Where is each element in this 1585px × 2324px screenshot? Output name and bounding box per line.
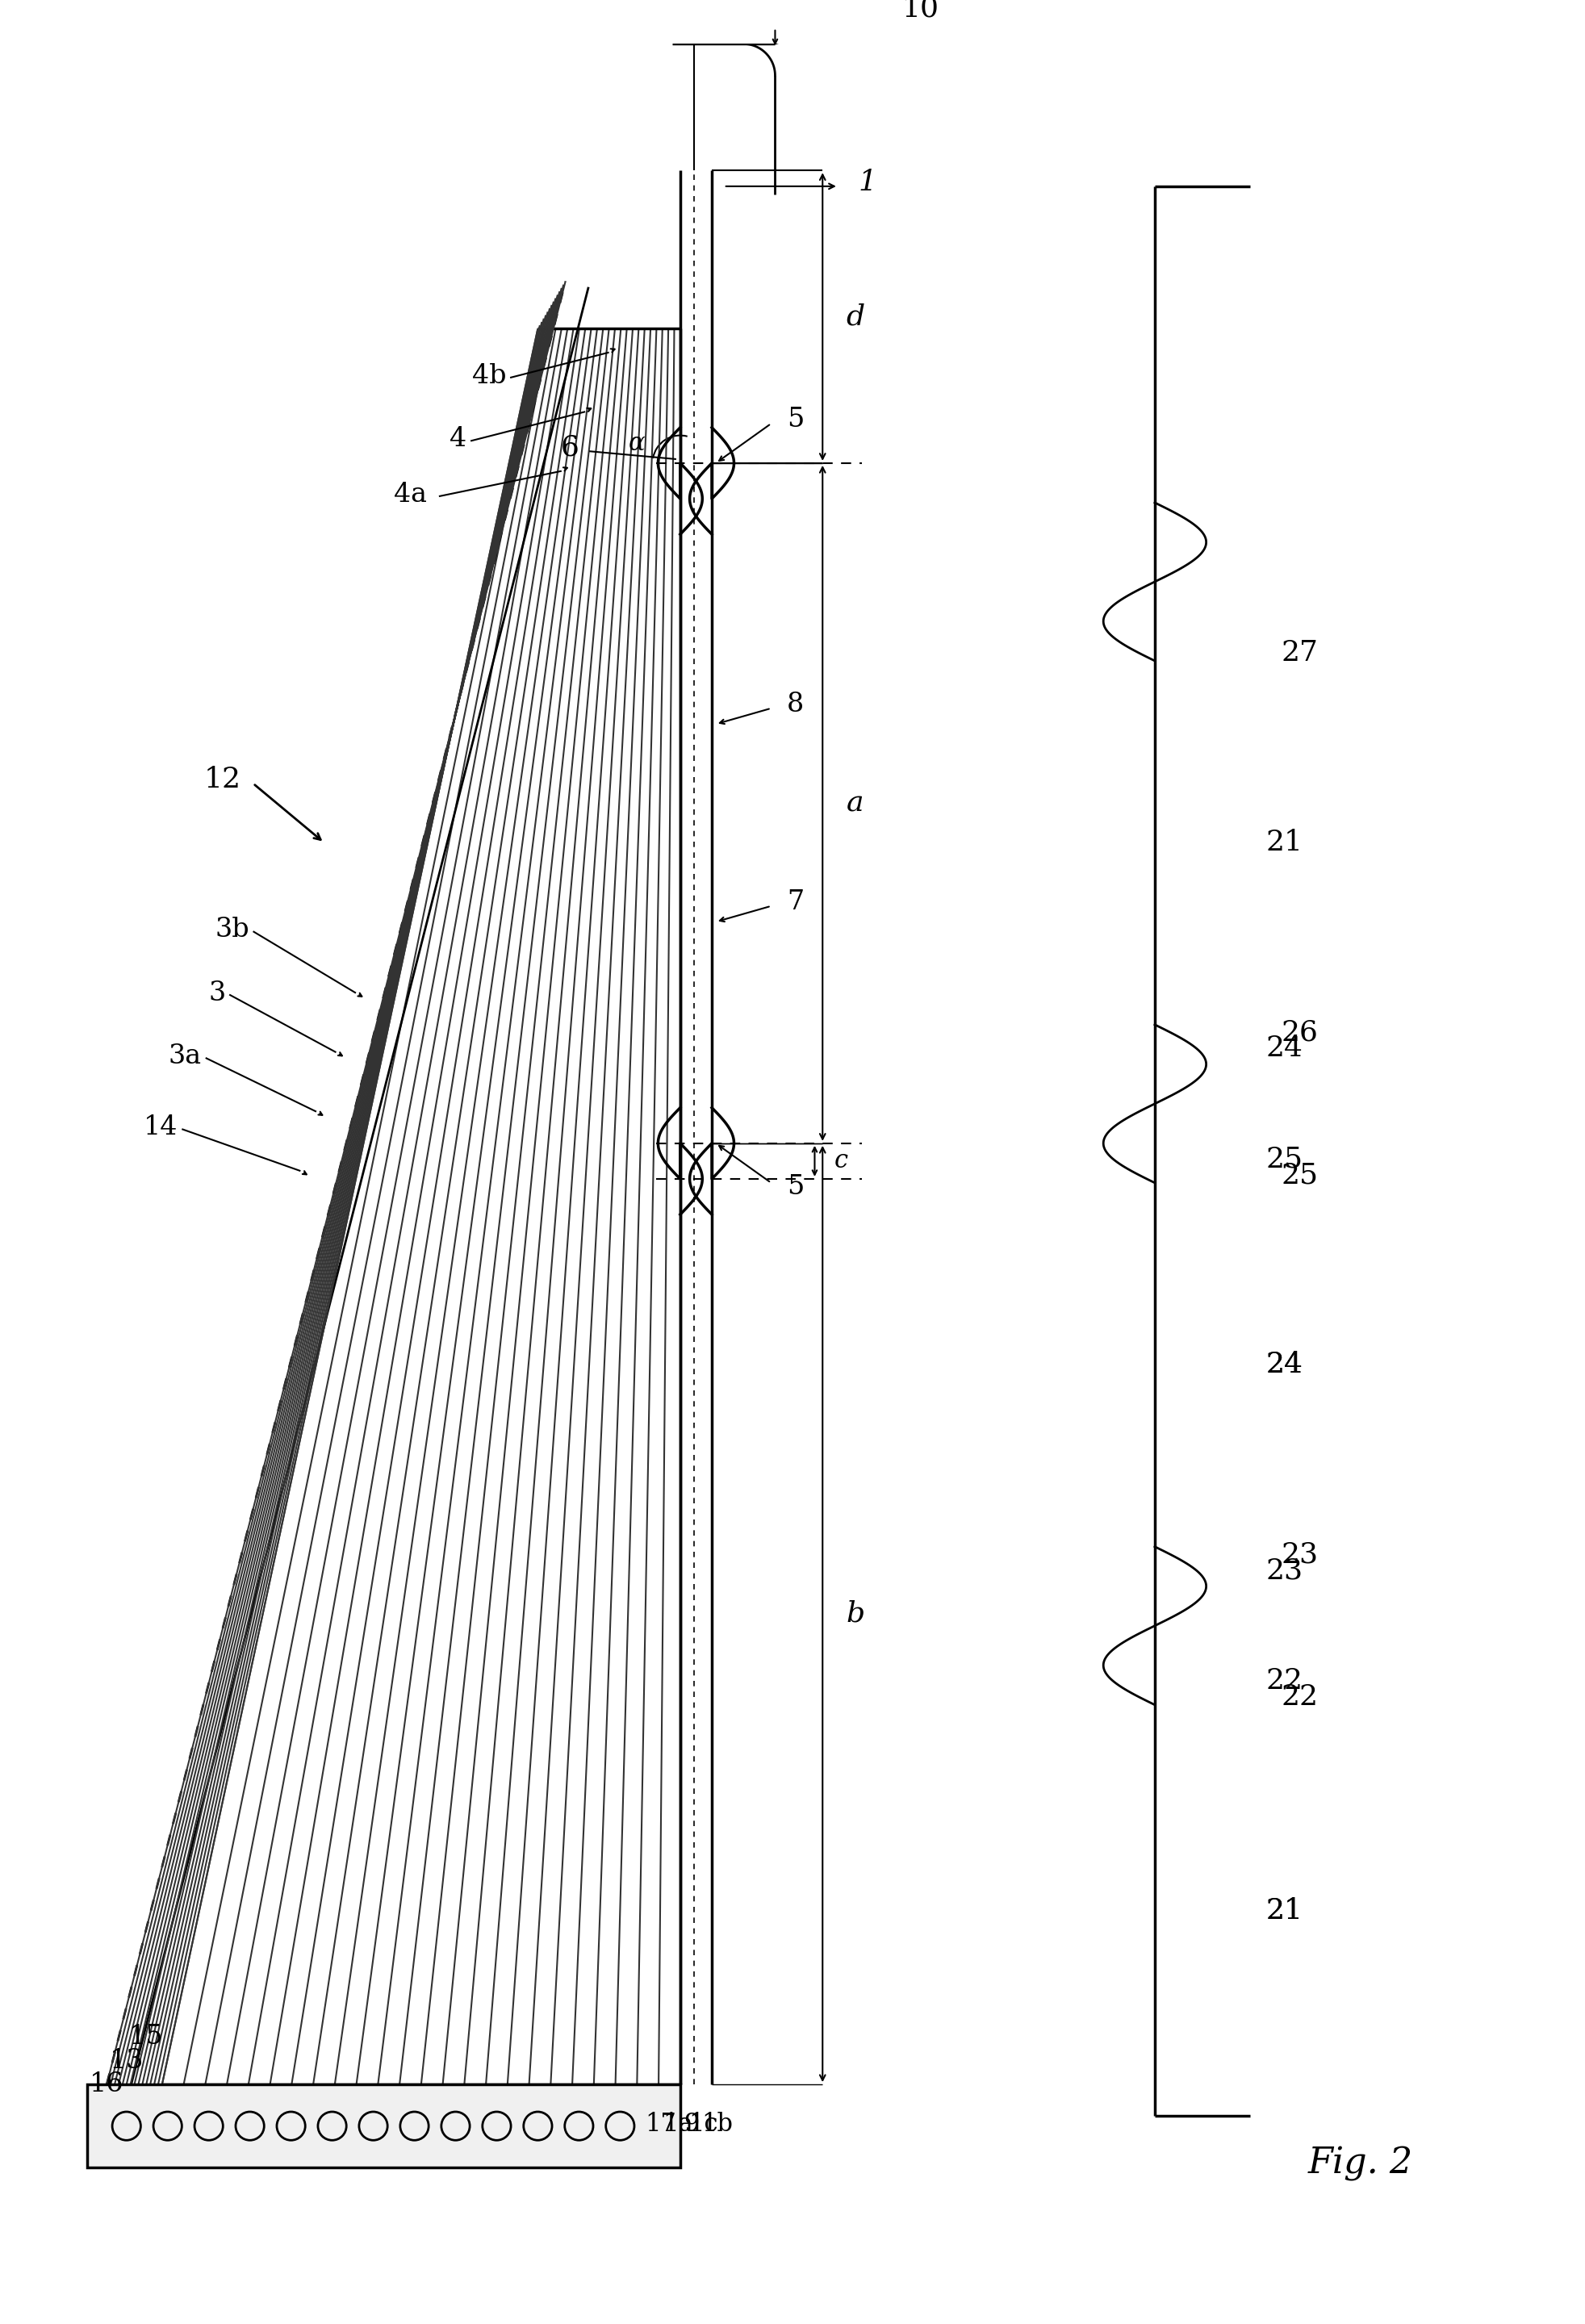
Text: 8: 8 [786, 693, 804, 718]
Text: 27: 27 [1281, 639, 1317, 667]
Text: 12: 12 [204, 765, 241, 792]
Text: 7: 7 [786, 890, 804, 916]
Text: 24: 24 [1265, 1350, 1301, 1378]
Text: 13: 13 [109, 2047, 144, 2073]
Text: 22: 22 [1265, 1666, 1301, 1694]
Text: 15: 15 [128, 2024, 163, 2050]
Text: 24: 24 [1265, 1350, 1301, 1378]
Bar [87, 2085, 680, 2168]
Text: 5: 5 [786, 1174, 804, 1199]
Text: 9: 9 [683, 2113, 699, 2138]
Text: 4a: 4a [393, 481, 426, 507]
Text: 4: 4 [449, 428, 466, 453]
Text: 25: 25 [1265, 1146, 1303, 1174]
Text: 21: 21 [1265, 830, 1301, 858]
Text: 24: 24 [1265, 1034, 1301, 1062]
Text: 25: 25 [1281, 1162, 1317, 1188]
Text: 26: 26 [1281, 1018, 1317, 1046]
Text: b: b [846, 1601, 864, 1627]
Text: 3: 3 [208, 981, 225, 1006]
Text: 1a: 1a [663, 2113, 693, 2138]
Text: d: d [846, 302, 864, 330]
Text: 23: 23 [1265, 1557, 1303, 1585]
Text: 3a: 3a [168, 1043, 201, 1069]
Text: α: α [628, 430, 645, 456]
Text: 10: 10 [902, 0, 938, 21]
Text: 1: 1 [857, 170, 877, 195]
Text: 3b: 3b [214, 918, 249, 944]
Text: 14: 14 [144, 1116, 178, 1141]
Text: a: a [846, 790, 864, 818]
Text: 21: 21 [1265, 1896, 1301, 1924]
Text: Fig. 2: Fig. 2 [1308, 2145, 1412, 2180]
Text: 5: 5 [786, 407, 804, 432]
Text: 16: 16 [89, 2071, 124, 2096]
Text: 4b: 4b [472, 363, 506, 388]
Text: 22: 22 [1281, 1683, 1317, 1710]
Text: 1c: 1c [688, 2113, 718, 2138]
Text: c: c [834, 1148, 848, 1174]
Text: 1b: 1b [701, 2113, 732, 2138]
Text: 23: 23 [1281, 1541, 1317, 1569]
Text: 6: 6 [560, 435, 579, 460]
Text: 17: 17 [645, 2113, 675, 2138]
Text: 21: 21 [1265, 1896, 1301, 1924]
